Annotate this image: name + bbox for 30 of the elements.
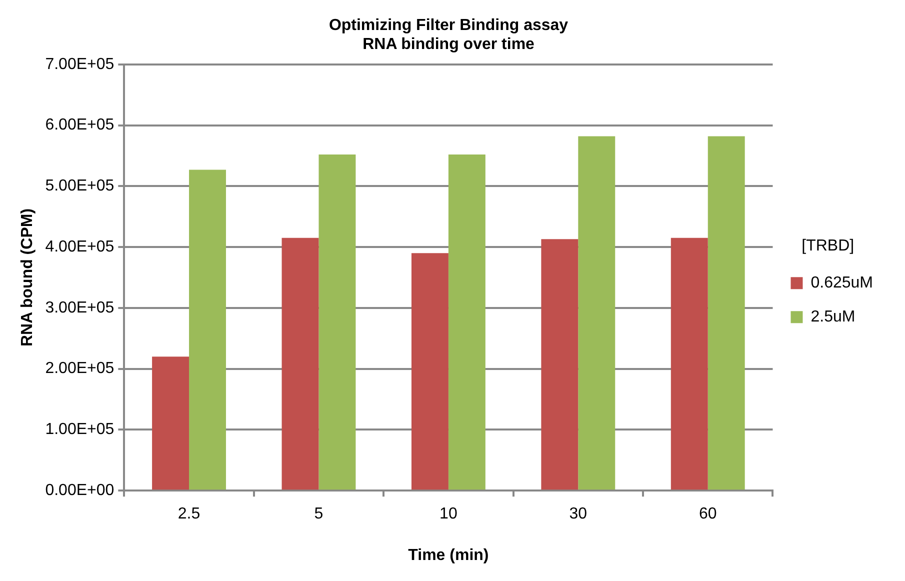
y-tick-label: 4.00E+05 [45,238,114,256]
bar [448,154,486,490]
y-axis-title: RNA bound (CPM) [19,208,36,347]
chart-subtitle: RNA binding over time [362,36,535,54]
y-tick-label: 6.00E+05 [45,116,114,134]
y-tick-label: 0.00E+00 [45,482,114,500]
bar [282,238,319,490]
x-axis-title: Time (min) [408,546,489,564]
bar [578,136,616,490]
x-tick-label: 60 [698,506,717,523]
bar [708,136,745,490]
y-tick-label: 2.00E+05 [45,360,114,378]
bar [318,154,356,490]
bar [152,356,190,490]
x-tick-label: 2.5 [178,506,200,523]
legend-label: 0.625uM [810,274,873,292]
x-tick-label: 30 [569,506,588,523]
legend-title: [TRBD] [802,237,854,254]
x-tick-label: 10 [440,506,458,523]
legend-label: 2.5uM [810,308,856,326]
x-tick-label: 5 [314,506,324,523]
chart-title: Optimizing Filter Binding assay [328,17,568,34]
bar [541,239,578,490]
bar [670,238,708,490]
y-tick-label: 3.00E+05 [45,299,114,316]
bar [411,253,448,490]
y-tick-label: 1.00E+05 [45,421,114,438]
y-tick-label: 5.00E+05 [45,178,114,195]
bar [189,170,226,490]
y-tick-label: 7.00E+05 [45,56,114,73]
